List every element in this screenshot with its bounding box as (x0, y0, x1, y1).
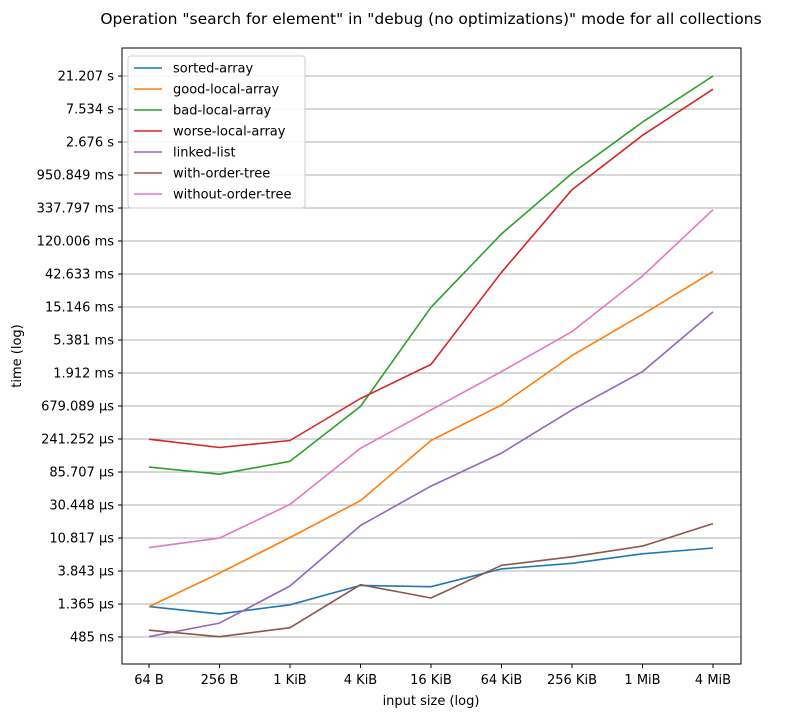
legend-label-with-order-tree: with-order-tree (173, 167, 270, 182)
grid-lines (122, 75, 741, 638)
series-line-worse-local-array (148, 88, 714, 449)
y-tick-label: 5.381 ms (53, 333, 114, 348)
legend-label-without-order-tree: without-order-tree (173, 188, 291, 203)
x-tick-label: 1 MiB (624, 673, 660, 688)
x-tick-label: 16 KiB (410, 673, 452, 688)
legend-label-good-local-array: good-local-array (173, 83, 279, 98)
x-axis-label: input size (log) (383, 694, 480, 709)
y-tick-label: 10.817 µs (49, 532, 114, 547)
y-tick-label: 15.146 ms (45, 300, 114, 315)
legend-label-worse-local-array: worse-local-array (173, 125, 286, 140)
legend-box (127, 55, 306, 209)
x-tick-label: 1 KiB (273, 673, 306, 688)
y-tick-label: 2.676 s (66, 136, 114, 151)
y-tick-label: 3.843 µs (58, 564, 115, 579)
x-tick-label: 64 B (134, 673, 164, 688)
y-tick-label: 337.797 ms (37, 202, 115, 217)
y-tick-label: 30.448 µs (49, 499, 114, 514)
legend: sorted-array good-local-array bad-local-ar… (127, 55, 306, 209)
x-tick-label: 256 B (201, 673, 239, 688)
x-tick-label: 256 KiB (547, 673, 597, 688)
x-tick-label: 4 MiB (695, 673, 731, 688)
series-line-good-local-array (148, 270, 714, 608)
y-axis: 485 ns 1.365 µs 3.843 µs 10.817 µs 30.448 µs… (37, 70, 122, 646)
y-tick-label: 1.912 ms (53, 366, 114, 381)
y-tick-label: 1.365 µs (58, 598, 115, 613)
x-axis: 64 B 256 B 1 KiB 4 KiB 16 KiB 64 KiB 256 KiB 1 … (134, 664, 731, 688)
series-line-without-order-tree (148, 209, 714, 549)
legend-label-sorted-array: sorted-array (173, 62, 254, 77)
y-tick-label: 679.089 µs (41, 400, 114, 415)
series-line-with-order-tree (148, 522, 714, 638)
y-tick-label: 85.707 µs (49, 466, 114, 481)
x-tick-label: 64 KiB (481, 673, 523, 688)
legend-label-bad-local-array: bad-local-array (173, 104, 272, 119)
y-tick-label: 7.534 s (66, 102, 114, 117)
y-tick-label: 241.252 µs (41, 433, 114, 448)
series-line-bad-local-array (148, 75, 714, 476)
chart-title: Operation "search for element" in "debug… (100, 10, 761, 28)
y-tick-label: 120.006 ms (37, 235, 115, 250)
legend-label-linked-list: linked-list (173, 146, 236, 161)
y-axis-label: time (log) (10, 324, 25, 387)
x-tick-label: 4 KiB (344, 673, 377, 688)
y-tick-label: 950.849 ms (37, 169, 115, 184)
series-line-linked-list (148, 311, 714, 638)
y-tick-label: 42.633 ms (45, 268, 114, 283)
y-tick-label: 21.207 s (58, 70, 115, 85)
y-tick-label: 485 ns (70, 631, 114, 646)
series-lines (148, 75, 714, 638)
